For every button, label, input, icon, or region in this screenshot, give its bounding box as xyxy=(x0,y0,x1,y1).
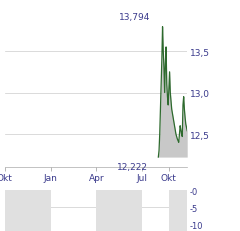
Bar xyxy=(5,191,51,231)
Text: 12,222: 12,222 xyxy=(117,162,148,171)
Bar xyxy=(169,191,187,231)
Bar xyxy=(96,191,142,231)
Text: 13,794: 13,794 xyxy=(119,13,150,22)
